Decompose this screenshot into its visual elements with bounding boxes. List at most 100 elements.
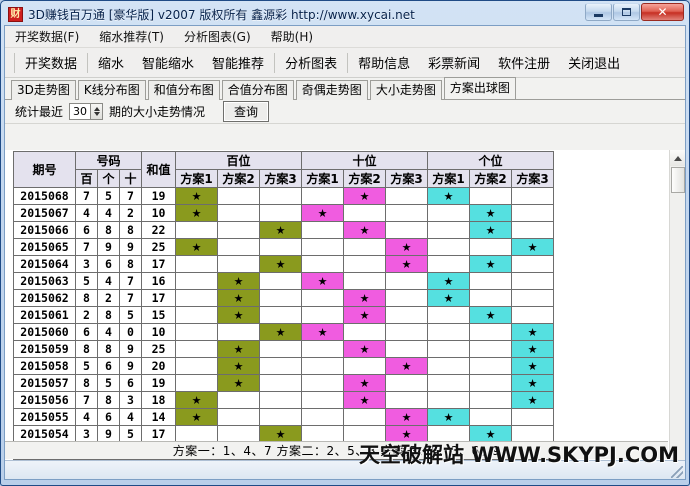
toolbar-button-ruanjianzhuce[interactable]: 软件注册: [498, 57, 551, 72]
table-row[interactable]: 2015060 6 4 0 10 ★ ★ ★: [13, 323, 554, 341]
cell-shiwei-plan2: ★: [343, 374, 386, 392]
scrollbar-thumb[interactable]: [671, 167, 685, 193]
table-row[interactable]: 2015058 5 6 9 20 ★ ★ ★: [13, 357, 554, 375]
cell-digit-ge: 9: [97, 238, 120, 256]
cell-sum: 19: [141, 374, 176, 392]
cell-gewei-plan2: [469, 340, 512, 358]
menu-item-bangzhu[interactable]: 帮助(H): [270, 30, 314, 44]
cell-digit-ge: 4: [97, 272, 120, 290]
cell-shiwei-plan2: ★: [343, 221, 386, 239]
toolbar-button-zhinengsuoshui[interactable]: 智能缩水: [142, 57, 195, 72]
toolbar-button-zhinengtuijian[interactable]: 智能推荐: [212, 57, 265, 72]
star-icon: ★: [527, 326, 538, 339]
cell-baiwei-plan3: [259, 204, 302, 222]
cell-baiwei-plan3: [259, 408, 302, 426]
table-body: 2015068 7 5 7 19 ★ ★ ★ 2015067 4 4 2 10 ★ ★ ★ 2015066 6 8 8…: [13, 187, 554, 460]
toolbar-button-fenxitubiao[interactable]: 分析图表: [285, 57, 338, 72]
cell-baiwei-plan2: ★: [217, 272, 260, 290]
table-head: 期号 号码 和值 百位 十位 个位 百 个 十 方案1 方案2: [13, 151, 554, 188]
menu-item-suoshuituijian[interactable]: 缩水推荐(T): [99, 30, 164, 44]
cell-digit-shi: 7: [119, 272, 142, 290]
grid-scroll-region: 期号 号码 和值 百位 十位 个位 百 个 十 方案1 方案2: [5, 150, 669, 479]
toolbar-button-suoshui[interactable]: 缩水: [98, 57, 125, 72]
star-icon: ★: [359, 343, 370, 356]
star-icon: ★: [359, 377, 370, 390]
cell-baiwei-plan2: [217, 391, 260, 409]
tab-daxiao-zoushitu[interactable]: 大小走势图: [369, 80, 442, 100]
cell-digit-shi: 8: [119, 221, 142, 239]
header-baiwei: 百位: [175, 151, 302, 170]
table-row[interactable]: 2015066 6 8 8 22 ★ ★ ★: [13, 221, 554, 239]
query-button[interactable]: 查询: [223, 101, 270, 122]
scroll-up-button[interactable]: [670, 150, 685, 166]
star-icon: ★: [401, 258, 412, 271]
table-row[interactable]: 2015064 3 6 8 17 ★ ★ ★: [13, 255, 554, 273]
subheader-bai: 百: [75, 169, 98, 188]
cell-gewei-plan2: [469, 408, 512, 426]
cell-baiwei-plan2: [217, 221, 260, 239]
vertical-scrollbar[interactable]: [669, 150, 685, 479]
cell-shiwei-plan3: [385, 340, 428, 358]
star-icon: ★: [317, 207, 328, 220]
table-row[interactable]: 2015056 7 8 3 18 ★ ★ ★: [13, 391, 554, 409]
cell-period: 2015058: [13, 357, 76, 375]
maximize-button[interactable]: [613, 3, 640, 21]
tab-hezhi2-fenbutu[interactable]: 合值分布图: [221, 80, 294, 100]
cell-baiwei-plan3: [259, 374, 302, 392]
minimize-button[interactable]: [585, 3, 612, 21]
menu-item-kaijiangshuju[interactable]: 开奖数据(F): [15, 30, 80, 44]
tab-k-xian-fenbutu[interactable]: K线分布图: [77, 80, 146, 100]
table-row[interactable]: 2015061 2 8 5 15 ★ ★ ★: [13, 306, 554, 324]
table-row[interactable]: 2015068 7 5 7 19 ★ ★ ★: [13, 187, 554, 205]
cell-baiwei-plan1: ★: [175, 408, 218, 426]
period-count-stepper[interactable]: 30: [69, 103, 104, 120]
star-icon: ★: [527, 241, 538, 254]
toolbar-button-guanbituichu[interactable]: 关闭退出: [568, 57, 621, 72]
tab-fangan-chuqiutu[interactable]: 方案出球图: [443, 77, 516, 99]
cell-baiwei-plan2: [217, 323, 260, 341]
subheader-gewei-plan2: 方案2: [469, 169, 512, 188]
table-row[interactable]: 2015057 8 5 6 19 ★ ★ ★: [13, 374, 554, 392]
tab-hezhi-fenbutu[interactable]: 和值分布图: [147, 80, 220, 100]
cell-gewei-plan1: [427, 221, 470, 239]
tab-3d-zoushitu[interactable]: 3D走势图: [11, 80, 76, 100]
cell-period: 2015057: [13, 374, 76, 392]
cell-shiwei-plan3: ★: [385, 408, 428, 426]
toolbar-button-caipiaoxinwen[interactable]: 彩票新闻: [428, 57, 481, 72]
cell-digit-shi: 9: [119, 238, 142, 256]
tab-jiou-zoushitu[interactable]: 奇偶走势图: [295, 80, 368, 100]
table-row[interactable]: 2015063 5 4 7 16 ★ ★ ★: [13, 272, 554, 290]
cell-gewei-plan3: [511, 221, 554, 239]
cell-digit-bai: 2: [75, 306, 98, 324]
cell-gewei-plan3: ★: [511, 323, 554, 341]
table-row[interactable]: 2015065 7 9 9 25 ★ ★ ★: [13, 238, 554, 256]
cell-shiwei-plan1: [301, 187, 344, 205]
table-row[interactable]: 2015067 4 4 2 10 ★ ★ ★: [13, 204, 554, 222]
cell-period: 2015055: [13, 408, 76, 426]
cell-shiwei-plan2: [343, 255, 386, 273]
stepper-arrows[interactable]: [90, 104, 103, 119]
cell-gewei-plan1: ★: [427, 187, 470, 205]
cell-baiwei-plan1: ★: [175, 204, 218, 222]
subheader-shiwei-plan3: 方案3: [385, 169, 428, 188]
toolbar-button-bangzhuxinxi[interactable]: 帮助信息: [358, 57, 411, 72]
cell-shiwei-plan2: ★: [343, 306, 386, 324]
table-row[interactable]: 2015059 8 8 9 25 ★ ★ ★: [13, 340, 554, 358]
cell-period: 2015066: [13, 221, 76, 239]
cell-baiwei-plan1: ★: [175, 238, 218, 256]
table-row[interactable]: 2015055 4 6 4 14 ★ ★ ★: [13, 408, 554, 426]
toolbar-button-kaijiangshuju[interactable]: 开奖数据: [25, 57, 78, 72]
toolbar-separator: [87, 52, 89, 73]
cell-digit-ge: 8: [97, 306, 120, 324]
cell-baiwei-plan2: [217, 255, 260, 273]
close-button[interactable]: ✕: [641, 3, 684, 21]
header-gewei: 个位: [427, 151, 554, 170]
cell-digit-bai: 3: [75, 255, 98, 273]
cell-digit-shi: 2: [119, 204, 142, 222]
table-row[interactable]: 2015062 8 2 7 17 ★ ★ ★: [13, 289, 554, 307]
cell-period: 2015065: [13, 238, 76, 256]
resize-grip-icon[interactable]: [671, 466, 683, 478]
menu-item-fenxitubiao[interactable]: 分析图表(G): [183, 30, 251, 44]
cell-gewei-plan3: [511, 187, 554, 205]
cell-gewei-plan1: [427, 255, 470, 273]
